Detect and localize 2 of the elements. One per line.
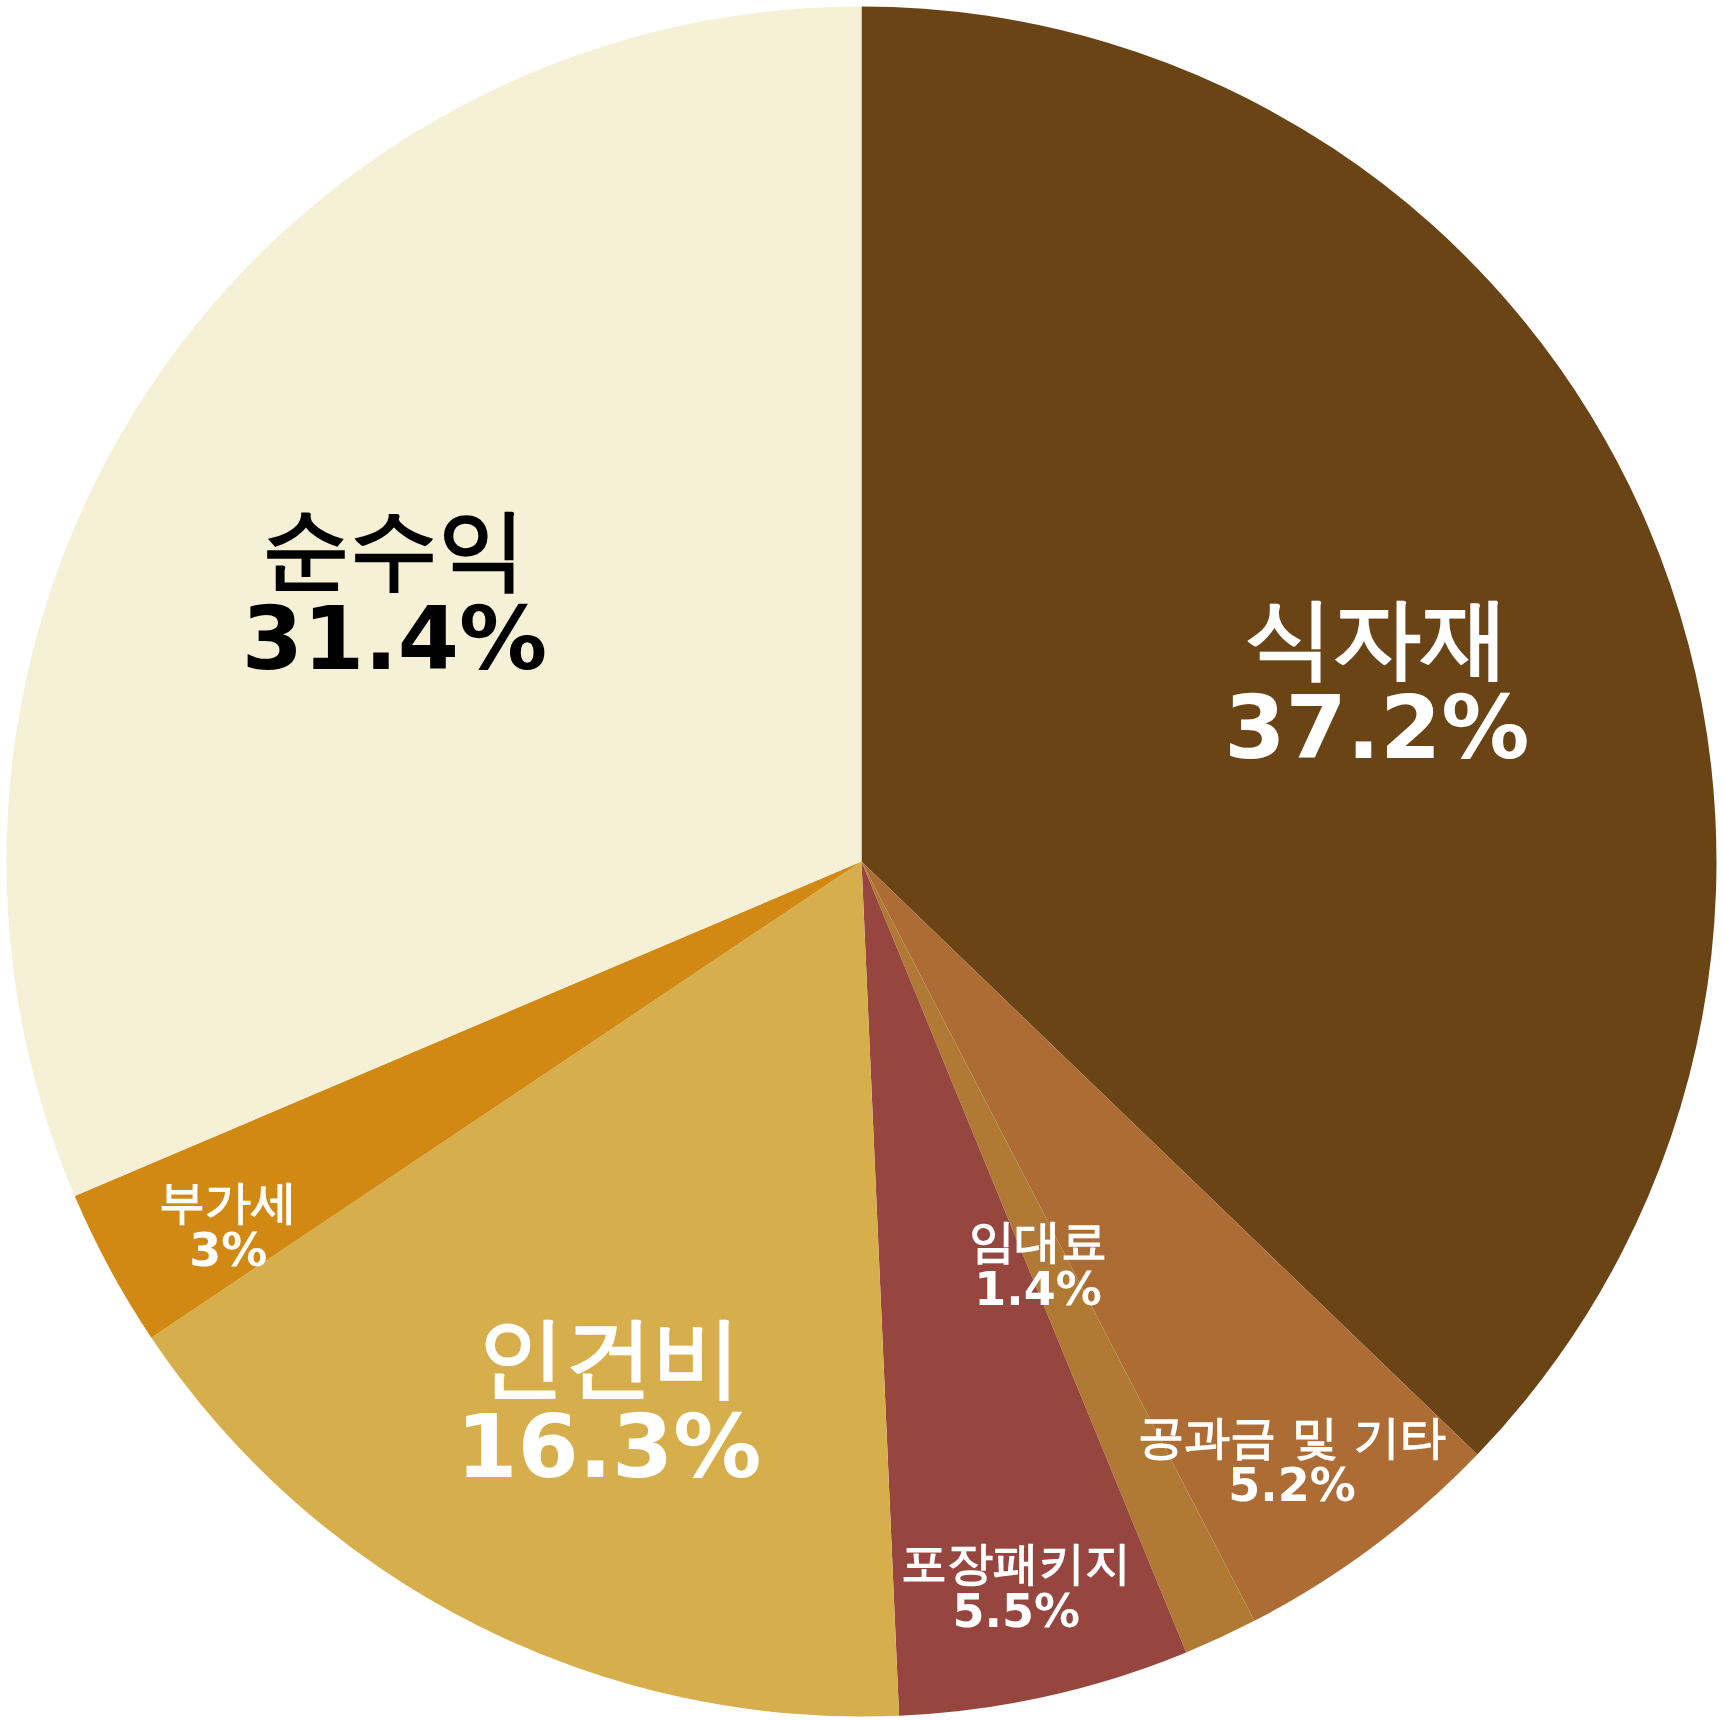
slice-label: 부가세 <box>159 1175 298 1230</box>
pie-slice <box>151 861 900 1716</box>
